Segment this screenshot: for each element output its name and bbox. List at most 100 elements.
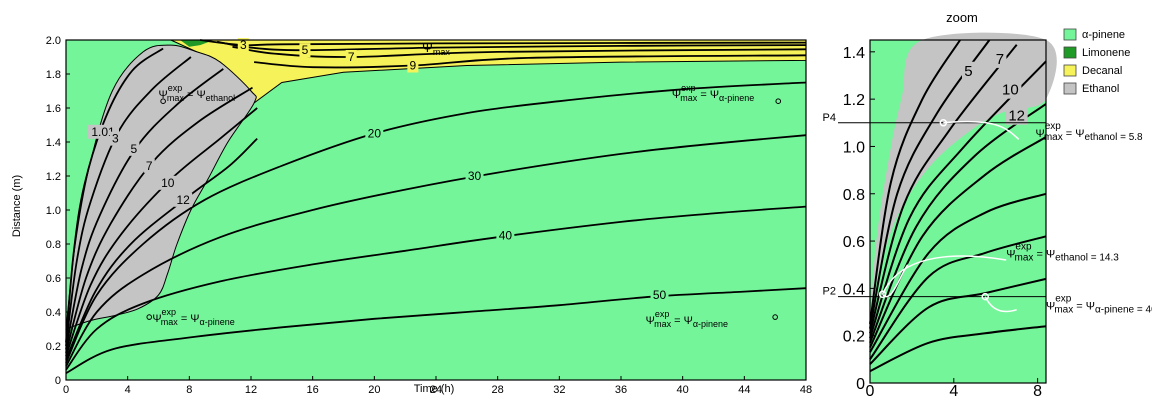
contour-label-5: 5 xyxy=(302,43,309,57)
x-tick-label: 36 xyxy=(615,384,627,396)
limonene-region xyxy=(180,40,214,47)
x-tick-label: 32 xyxy=(553,384,565,396)
zoom-contour-label-5: 5 xyxy=(964,63,972,80)
contour-line-9 xyxy=(254,54,807,69)
reference-label-P4: P4 xyxy=(823,112,836,124)
y-tick-label: 0 xyxy=(55,375,61,387)
contour-label-bg xyxy=(109,131,121,146)
contour-label-3: 3 xyxy=(112,132,119,146)
contour-label-50: 50 xyxy=(653,288,667,302)
contour-label-bg xyxy=(345,50,357,64)
zoom-plot-contours xyxy=(869,39,1047,373)
main-chart-title: Ψmax xyxy=(422,40,450,57)
zoom-contour-line-12 xyxy=(869,60,1047,339)
zoom-annotation-marker xyxy=(981,292,989,301)
contour-label-30: 30 xyxy=(468,169,482,183)
x-tick-label: 44 xyxy=(738,384,750,396)
legend-label: Ethanol xyxy=(1082,83,1119,95)
contour-line-10 xyxy=(65,107,258,357)
zoom-contour-label-bg xyxy=(1005,106,1028,125)
zoom-y-tick-label: 0.6 xyxy=(843,234,865,251)
annotation-marker xyxy=(775,98,782,104)
annotation-apinene-bottom-left: Ψexp max = Ψα-pinene xyxy=(152,307,234,327)
zoom-plot-axes: 0 4 8 0 0.2 0.4 0.6 0.8 1.0 1.2 1.4 xyxy=(843,39,1047,396)
main-plot-annotations: Ψexp max = Ψethanol Ψexp max = Ψα-pinene Ψex… xyxy=(146,83,782,329)
zoom-y-tick-label: 0 xyxy=(856,376,865,393)
legend-label: α-pinene xyxy=(1082,29,1125,41)
contour-line-3 xyxy=(65,56,192,347)
contour-line-1.01 xyxy=(65,47,164,343)
zoom-contour-line-8 xyxy=(869,277,1047,365)
main-plot-contours xyxy=(65,39,807,374)
contour-label-9: 9 xyxy=(410,59,417,73)
zoom-annotation-marker xyxy=(939,119,948,127)
zoom-x-tick-label: 4 xyxy=(949,383,958,396)
contour-line-50 xyxy=(65,287,807,374)
reference-label-P2: P2 xyxy=(823,286,836,298)
y-tick-label: 1.8 xyxy=(46,69,61,81)
y-tick-label: 1.0 xyxy=(46,205,61,217)
zoom-y-tick-label: 1.2 xyxy=(843,92,865,109)
annotation-marker xyxy=(772,314,778,320)
annotation-marker xyxy=(160,98,166,104)
contour-label-bg xyxy=(365,126,384,141)
zoom-contour-line-7 xyxy=(869,235,1047,360)
legend-label: Decanal xyxy=(1082,65,1122,77)
contour-line-30 xyxy=(65,134,807,367)
leader-line xyxy=(943,120,1020,140)
contour-label-bg xyxy=(143,158,155,173)
x-tick-label: 12 xyxy=(245,384,257,396)
x-tick-label: 4 xyxy=(125,384,131,396)
contour-label-10: 10 xyxy=(161,176,175,190)
zoom-ethanol-region xyxy=(870,32,1057,320)
legend: α-pinene Limonene Decanal Ethanol xyxy=(1063,28,1130,95)
legend-swatch xyxy=(1063,28,1077,41)
x-tick-label: 20 xyxy=(368,384,380,396)
leader-line xyxy=(881,255,1007,295)
contour-line-5 xyxy=(65,68,224,350)
zoom-plot-reference-lines: P4 P2 xyxy=(823,112,1046,298)
zoom-contour-line-9 xyxy=(869,325,1047,373)
x-tick-label: 8 xyxy=(186,384,192,396)
zoom-contour-label-7: 7 xyxy=(996,51,1004,68)
y-tick-label: 0.6 xyxy=(46,273,61,285)
contour-label-7: 7 xyxy=(146,159,153,173)
zoom-contour-label-12: 12 xyxy=(1008,108,1025,125)
y-axis-label: Distance (m) xyxy=(11,175,23,237)
zoom-contour-label-10: 10 xyxy=(1002,82,1019,99)
annotation-ethanol: Ψexp max = Ψethanol xyxy=(159,83,236,103)
y-tick-label: 0.8 xyxy=(46,239,61,251)
y-tick-label: 1.6 xyxy=(46,103,61,115)
contour-label-12: 12 xyxy=(176,193,190,207)
zoom-annotation-z-ethanol-14.3: Ψexp max = Ψethanol = 14.3 xyxy=(1006,242,1119,264)
zoom-contour-line-6 xyxy=(869,192,1047,353)
zoom-x-tick-label: 8 xyxy=(1033,383,1042,396)
y-tick-label: 0.2 xyxy=(46,341,61,353)
annotation-apinene-top: Ψexp max = Ψα-pinene xyxy=(672,83,754,103)
contour-label-3: 3 xyxy=(240,38,247,52)
zoom-chart-title: zoom xyxy=(946,10,978,25)
zoom-annotation-marker xyxy=(878,290,887,299)
zoom-plot-contour-labels: 5 7 10 12 xyxy=(961,49,1028,125)
y-tick-label: 0.4 xyxy=(46,307,61,319)
legend-swatch xyxy=(1063,46,1077,59)
legend-swatch xyxy=(1063,82,1077,95)
y-tick-label: 1.4 xyxy=(46,137,61,149)
zoom-x-tick-label: 0 xyxy=(866,383,875,396)
contour-label-bg xyxy=(128,141,140,156)
zoom-y-tick-label: 1.0 xyxy=(843,139,865,156)
legend-label: Limonene xyxy=(1082,47,1130,59)
contour-line-5 xyxy=(216,40,807,52)
y-tick-label: 2.0 xyxy=(46,35,61,47)
zoom-contour-label-bg xyxy=(999,80,1022,99)
zoom-y-tick-label: 1.4 xyxy=(843,45,865,62)
main-plot-axes: 0 4 8 12 16 20 24 28 32 36 40 44 4800.20.40.60.81.01… xyxy=(46,35,812,396)
contour-line-20 xyxy=(65,81,807,364)
contour-label-bg xyxy=(237,38,249,53)
annotation-marker xyxy=(146,314,153,320)
y-tick-label: 1.2 xyxy=(46,171,61,183)
zoom-y-tick-label: 0.4 xyxy=(843,281,865,298)
